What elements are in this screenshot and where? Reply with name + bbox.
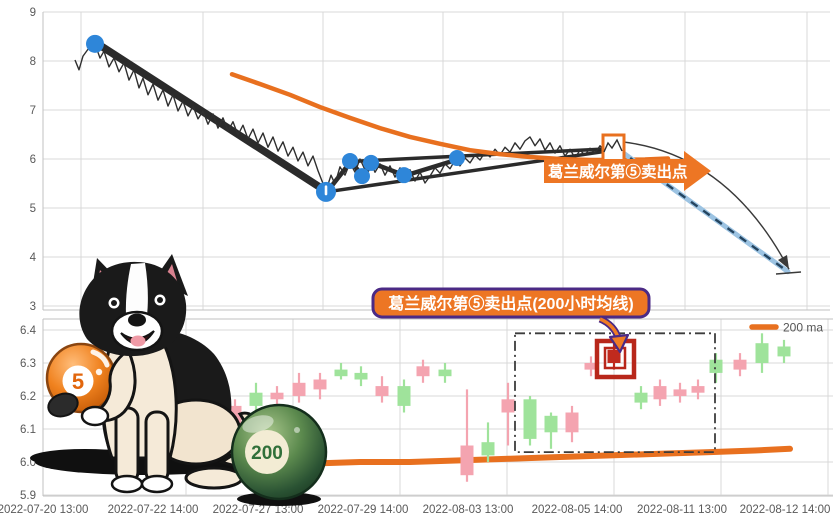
- bearish-candle: [653, 386, 667, 400]
- pivot-dot: [354, 168, 370, 185]
- bullish-candle: [544, 415, 558, 433]
- x-axis-tick-label: 2022-07-22 14:00: [108, 504, 199, 516]
- y-axis-tick-label: 8: [30, 56, 36, 68]
- y-axis-tick-label: 6: [30, 154, 36, 166]
- y-axis-tick-label: 6.1: [20, 424, 36, 436]
- dog-pupil: [111, 300, 117, 306]
- bearish-candle: [375, 386, 389, 396]
- bearish-candle: [416, 366, 430, 377]
- dog-tongue: [130, 335, 146, 347]
- bullish-candle: [755, 343, 769, 363]
- y-axis-tick-label: 5: [30, 203, 36, 215]
- y-axis-tick-label: 9: [30, 7, 36, 19]
- top-annotation-banner: [544, 151, 711, 191]
- bullish-candle: [523, 399, 537, 439]
- bullish-candle: [438, 369, 452, 377]
- dog-front-paw: [140, 474, 174, 494]
- x-axis-tick-label: 2022-07-27 13:00: [213, 504, 304, 516]
- bullish-candle: [777, 346, 791, 357]
- y-axis-tick-label: 3: [30, 301, 36, 313]
- bottom-annotation-box: [371, 287, 651, 319]
- ball5-highlight: [90, 349, 110, 368]
- dog-paw-tip: [80, 405, 110, 427]
- bearish-candle: [733, 359, 747, 370]
- x-axis-tick-label: 2022-08-11 13:00: [637, 504, 727, 516]
- bearish-candle: [270, 392, 284, 400]
- dog-front-leg: [114, 406, 140, 484]
- pivot-dot: [363, 154, 379, 171]
- dog-front-paw: [110, 474, 144, 494]
- ball200-number: 200: [251, 443, 283, 464]
- legend-label-200ma: 200 ma: [783, 321, 823, 335]
- ball5-number-disc: [62, 365, 94, 397]
- bullish-candle: [249, 392, 263, 406]
- x-axis-tick-label: 2022-07-29 14:00: [318, 504, 409, 516]
- bearish-candle: [565, 412, 579, 433]
- x-axis-tick-label: 2022-08-12 14:00: [740, 504, 831, 516]
- bearish-candle: [691, 386, 705, 393]
- y-axis-tick-label: 6.3: [20, 358, 36, 370]
- dog-pupil: [157, 297, 163, 303]
- y-axis-tick-label: 5.9: [20, 490, 36, 502]
- trend-line: [349, 146, 612, 164]
- ball200-highlight: [242, 415, 274, 433]
- pivot-dot: [396, 167, 412, 184]
- pivot-dot: [86, 34, 104, 53]
- ball5-number: 5: [72, 369, 84, 394]
- bearish-candle: [313, 379, 327, 390]
- ball200-glint: [294, 427, 300, 433]
- trend-line: [96, 41, 331, 196]
- dog-nose: [128, 313, 146, 327]
- ball200-number-disc: [245, 430, 289, 474]
- projection-end-tick: [775, 271, 802, 275]
- bullish-candle: [709, 359, 723, 373]
- bullish-candle: [354, 372, 368, 380]
- ball5-glint: [95, 368, 103, 376]
- bearish-candle: [460, 445, 474, 476]
- dog-muzzle: [110, 310, 164, 352]
- bullish-candle: [634, 392, 648, 403]
- bearish-candle: [673, 389, 687, 396]
- pivot-dot: [342, 152, 358, 169]
- projection-arrowhead-icon: [778, 255, 789, 269]
- dog-front-leg: [144, 410, 170, 484]
- bearish-candle: [292, 382, 306, 396]
- dog-mascot-illustration: 5 200: [30, 254, 328, 506]
- y-axis-tick-label: 4: [30, 252, 37, 264]
- y-axis-tick-label: 6.4: [20, 325, 37, 337]
- bearish-candle: [501, 399, 515, 413]
- x-axis-tick-label: 2022-08-03 13:00: [423, 504, 514, 516]
- pivot-dot: [449, 150, 465, 167]
- y-axis-tick-label: 6.2: [20, 391, 36, 403]
- bearish-candle: [584, 363, 598, 370]
- sell-marker-inner-square: [603, 346, 627, 370]
- x-axis-tick-label: 2022-08-05 14:00: [532, 504, 623, 516]
- bullish-candle: [334, 369, 348, 377]
- bullish-candle: [397, 386, 411, 406]
- dog-hind-paw: [184, 466, 244, 490]
- top-annotation-text: 葛兰威尔第⑤卖出点: [548, 162, 688, 181]
- bottom-chart-annotations: 200 ma 葛兰威尔第⑤卖出点(200小时均线): [371, 287, 823, 380]
- annotation-arrowhead-icon: [608, 333, 630, 354]
- bullish-candle: [481, 442, 495, 456]
- sell-point-candle: [607, 349, 621, 363]
- top-chart-annotations: 葛兰威尔第⑤卖出点: [544, 133, 711, 191]
- y-axis-tick-label: 7: [30, 105, 36, 117]
- pivot-dot-tick: [324, 185, 328, 196]
- dog-paw-on-ball: [47, 392, 79, 418]
- projection-arc: [621, 141, 790, 270]
- marker-price-zigzag: [603, 138, 623, 153]
- bottom-annotation-text: 葛兰威尔第⑤卖出点(200小时均线): [388, 294, 633, 313]
- legend-200ma[interactable]: 200 ma: [749, 321, 823, 335]
- x-axis-tick-label: 2022-07-20 13:00: [0, 504, 88, 516]
